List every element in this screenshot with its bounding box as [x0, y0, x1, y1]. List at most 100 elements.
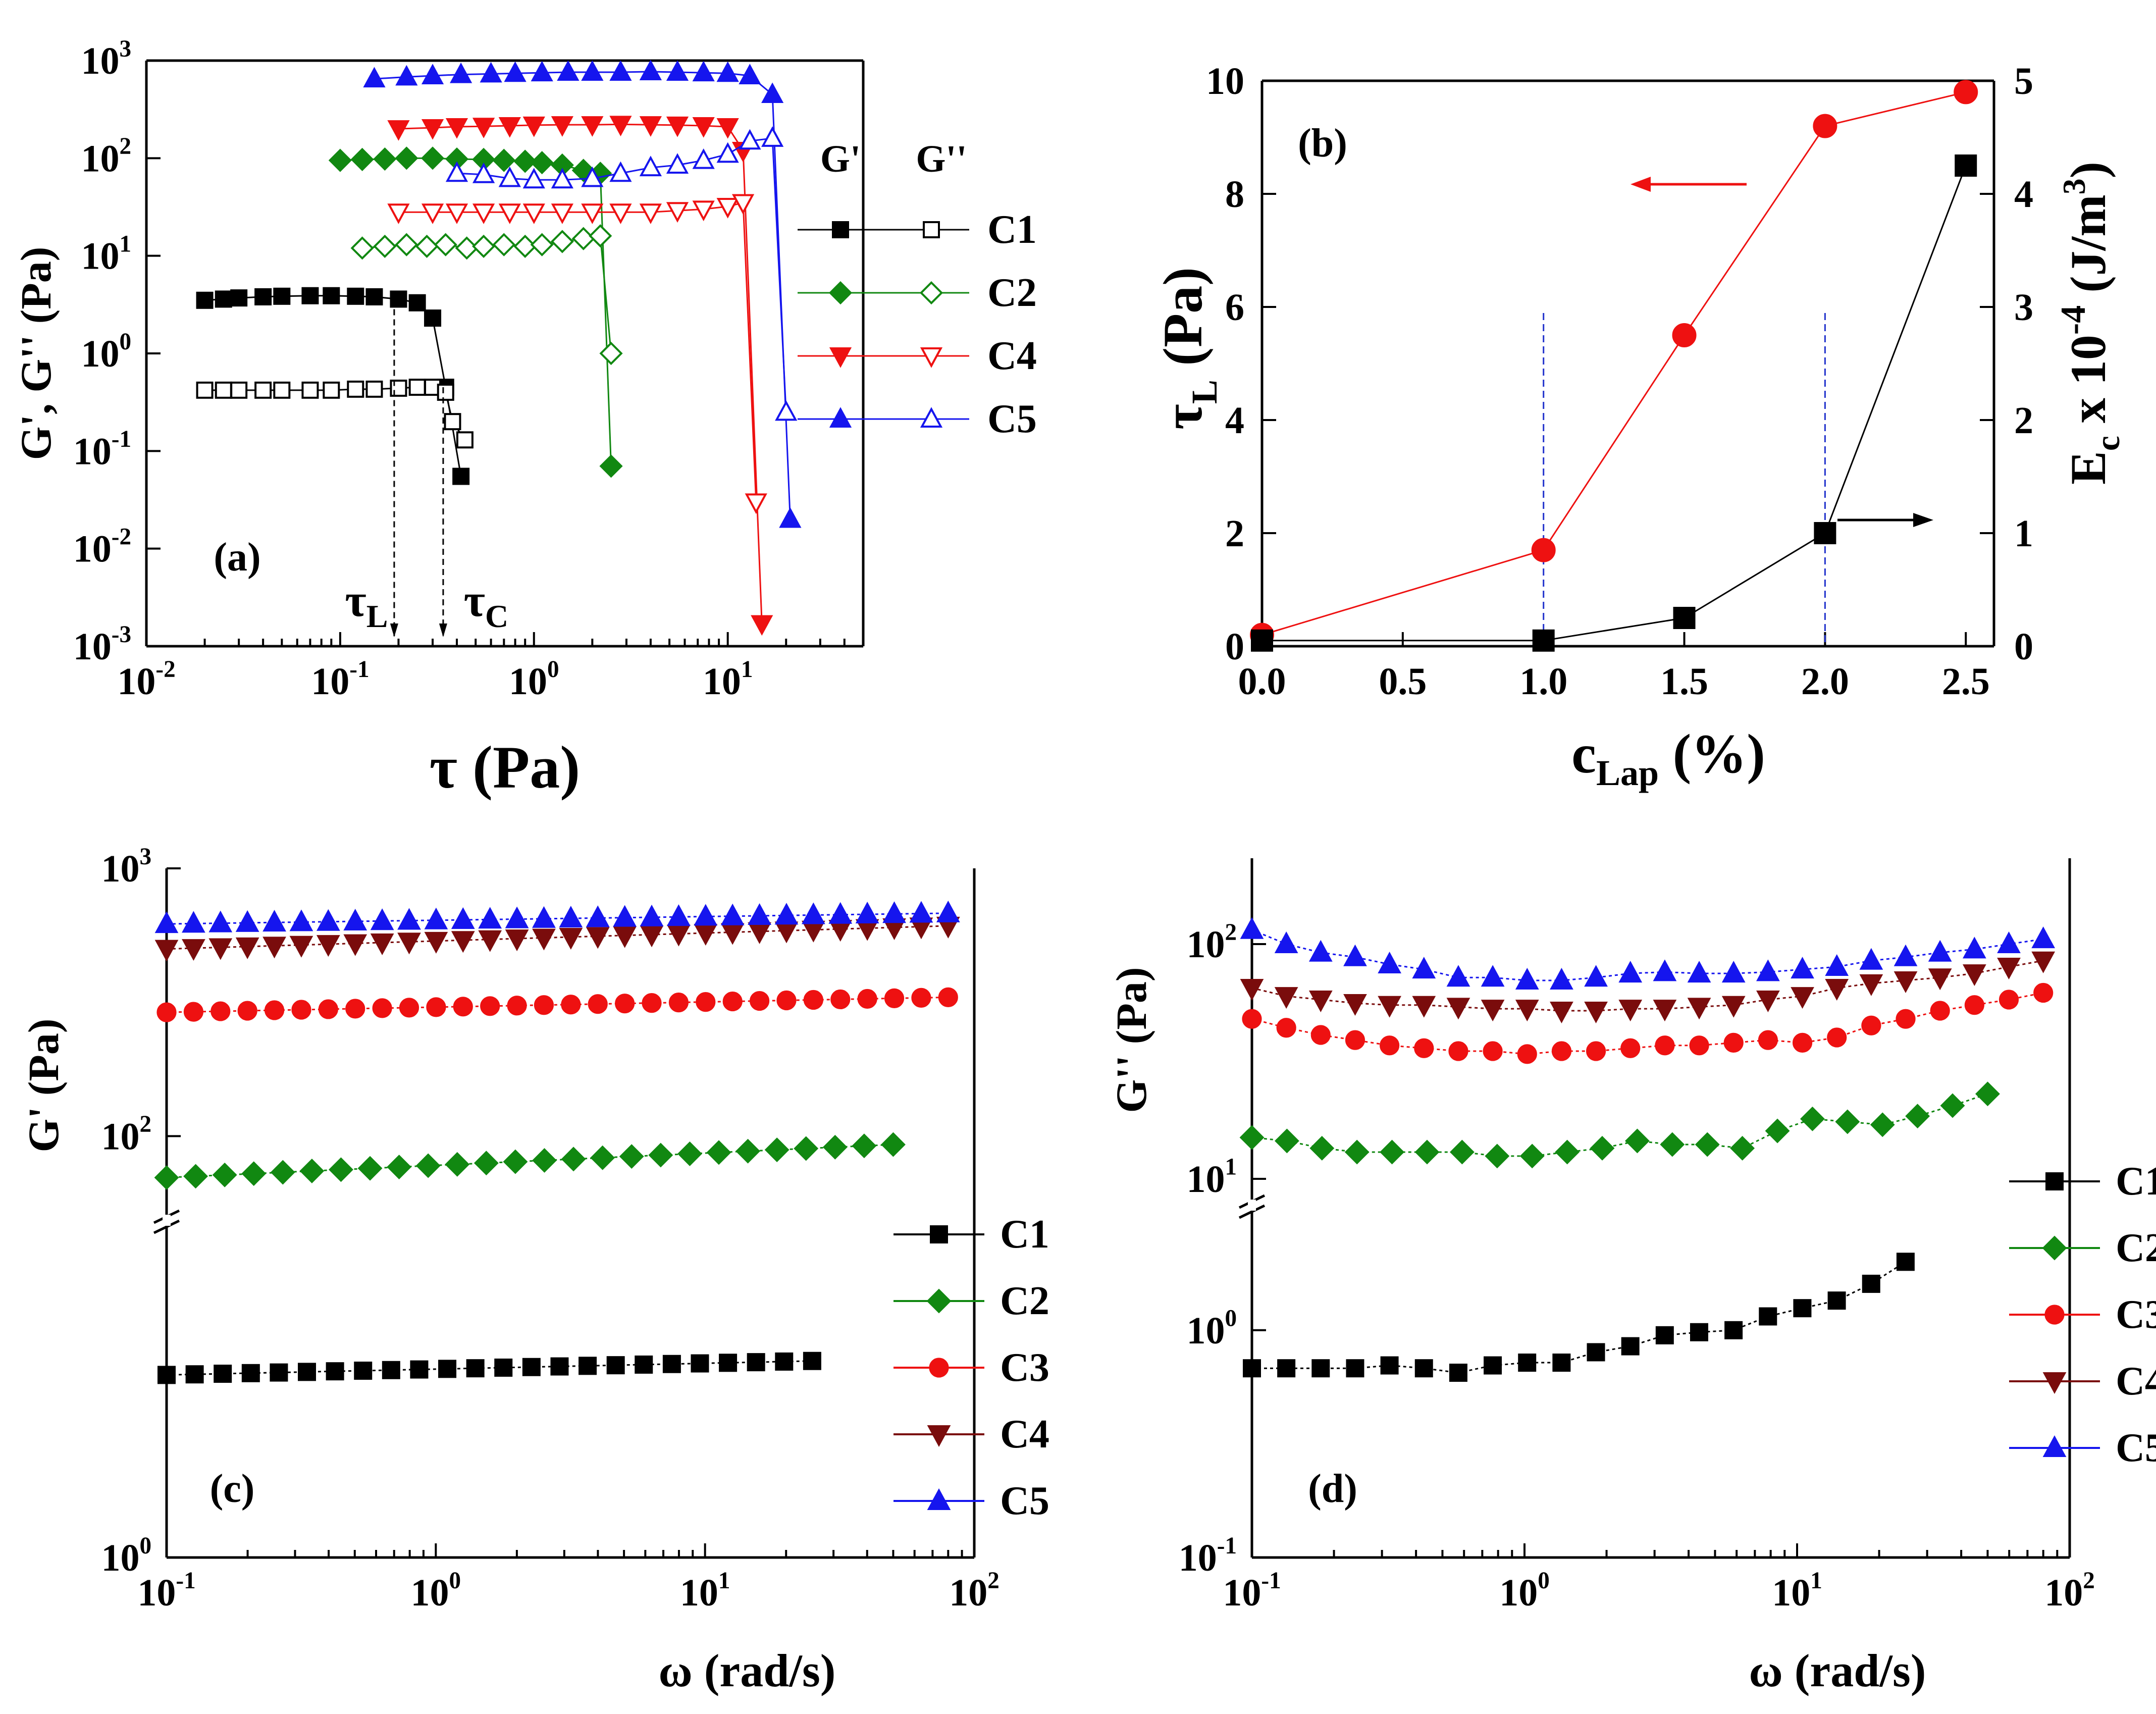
- data-point: [455, 236, 479, 260]
- data-point: [1550, 1002, 1573, 1024]
- series-line: [1251, 1093, 1988, 1157]
- data-point: [1483, 1041, 1503, 1061]
- data-point: [451, 907, 475, 929]
- panel-d: 10-1 100 101 102 10-1 100 101 102 C1 C2 C3 C4 C5 (d) ω…: [1107, 858, 2156, 1696]
- data-point: [803, 990, 823, 1010]
- data-point: [803, 1352, 821, 1370]
- data-point: [666, 202, 689, 223]
- data-point: [1621, 1337, 1640, 1356]
- data-point: [749, 991, 770, 1011]
- data-point: [408, 379, 426, 396]
- x-axis-title: ω (rad/s): [1749, 1645, 1926, 1696]
- data-point: [1481, 965, 1505, 987]
- data-point: [354, 1361, 373, 1380]
- data-point: [589, 224, 612, 248]
- data-point: [1446, 965, 1470, 987]
- data-point: [1380, 1035, 1400, 1056]
- data-point: [722, 991, 743, 1012]
- x-tick-label: 101: [703, 656, 753, 703]
- data-point: [235, 910, 259, 932]
- data-point: [635, 1355, 653, 1374]
- x-tick-label: 10-2: [117, 656, 175, 703]
- data-point: [478, 930, 502, 952]
- data-point: [215, 381, 232, 399]
- data-point: [639, 155, 662, 177]
- axis-break-gap: [163, 1215, 171, 1226]
- data-point: [1378, 996, 1402, 1018]
- data-point: [1896, 1009, 1916, 1029]
- legend-label: C2: [987, 271, 1037, 315]
- data-point: [270, 1160, 295, 1185]
- data-point: [1800, 1106, 1825, 1131]
- data-point: [691, 1354, 709, 1373]
- data-point: [270, 1363, 288, 1382]
- legend-header-gdoubleprime: G'': [916, 138, 967, 180]
- data-point: [1962, 937, 1986, 959]
- data-point: [1870, 1112, 1895, 1137]
- panel-label: (a): [214, 535, 260, 580]
- data-point: [450, 62, 472, 83]
- data-point: [1550, 968, 1573, 990]
- panel-a: 10-2 10-1 100 10110-310-210-1100101102103τL…: [12, 36, 1037, 801]
- y-tick-label: 0: [1225, 626, 1244, 668]
- data-point: [571, 227, 595, 250]
- y-axis-title: G', G'' (Pa): [12, 247, 60, 460]
- data-point: [421, 203, 444, 224]
- y-tick-label: 8: [1225, 173, 1244, 216]
- data-point: [716, 118, 739, 139]
- data-point: [466, 1359, 485, 1378]
- data-point: [1346, 1359, 1364, 1378]
- data-point: [1555, 1139, 1580, 1165]
- legend-label: C1: [987, 207, 1037, 252]
- data-point: [350, 147, 374, 171]
- data-point: [326, 1362, 344, 1381]
- data-point: [1660, 1132, 1685, 1157]
- data-point: [2031, 926, 2056, 949]
- data-point: [609, 116, 632, 137]
- data-point: [716, 142, 739, 163]
- data-point: [370, 933, 394, 956]
- y-axis-title-right: Ec x 10-4 (J/m3): [2054, 162, 2127, 485]
- data-point: [390, 290, 407, 308]
- data-point: [208, 910, 233, 932]
- data-point: [613, 905, 637, 927]
- legend-marker: [927, 1425, 951, 1447]
- data-point: [1723, 1032, 1744, 1053]
- data-point: [534, 995, 554, 1015]
- data-point: [513, 234, 537, 258]
- data-point: [156, 1002, 177, 1022]
- data-point: [1515, 968, 1539, 990]
- data-point: [599, 341, 623, 366]
- data-point: [1345, 1030, 1365, 1050]
- series-line: [1251, 992, 2043, 1055]
- axis-break: [1238, 1204, 1266, 1219]
- data-point: [590, 1145, 615, 1170]
- data-point: [1765, 1118, 1790, 1144]
- data-point: [421, 64, 444, 84]
- data-point: [1414, 1139, 1440, 1165]
- arrow-head: [1913, 513, 1933, 527]
- y-tick-label: 100: [1186, 1306, 1237, 1352]
- data-point: [182, 939, 205, 961]
- data-point: [230, 381, 248, 399]
- data-point: [328, 148, 352, 172]
- x-tick-label: 10-1: [137, 1568, 195, 1614]
- data-point: [289, 936, 313, 958]
- y-tick-label: 103: [81, 36, 131, 82]
- data-point: [2031, 951, 2056, 973]
- x-tick-label: 2.0: [1801, 660, 1849, 703]
- data-point: [357, 1156, 383, 1181]
- data-point: [370, 908, 394, 930]
- data-point: [1997, 958, 2021, 980]
- data-point: [498, 117, 521, 138]
- series-line: [1251, 960, 2043, 1012]
- y-axis-title: G'' (Pa): [1107, 967, 1155, 1113]
- data-point: [1687, 998, 1711, 1020]
- data-point: [424, 907, 448, 929]
- data-point: [1690, 1323, 1708, 1341]
- x-tick-label: 100: [411, 1568, 461, 1614]
- data-point: [434, 233, 457, 256]
- y-tick-label: 100: [101, 1533, 151, 1579]
- data-point: [694, 924, 718, 946]
- data-point: [196, 291, 214, 309]
